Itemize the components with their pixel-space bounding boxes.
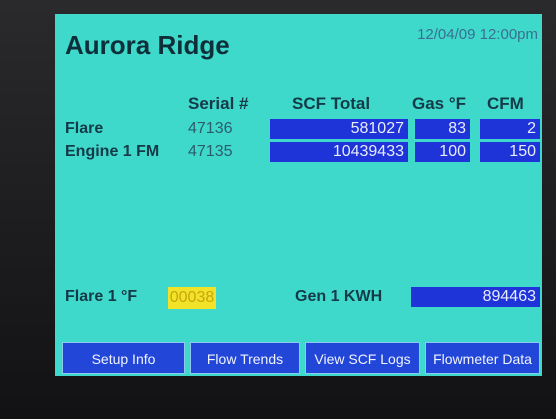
nav-button[interactable]: Flowmeter Data (425, 342, 540, 374)
page: Aurora Ridge 12/04/09 12:00pm Serial # S… (0, 0, 556, 419)
serial: 47135 (188, 143, 233, 161)
scf-total: 581027 (270, 119, 408, 139)
datetime: 12/04/09 12:00pm (417, 26, 538, 43)
nav-button[interactable]: View SCF Logs (305, 342, 420, 374)
flare-value: 00038 (168, 287, 216, 309)
row-label: Engine 1 FM (65, 143, 159, 161)
row-label: Flare (65, 120, 103, 138)
screen: Aurora Ridge 12/04/09 12:00pm Serial # S… (55, 14, 542, 376)
scf-total: 10439433 (270, 142, 408, 162)
gas-temp: 83 (415, 119, 470, 139)
gen-value: 894463 (411, 287, 540, 307)
flare-label: Flare 1 °F (65, 288, 137, 306)
gas-temp: 100 (415, 142, 470, 162)
column-header: CFM (487, 94, 524, 114)
title: Aurora Ridge (65, 30, 230, 61)
nav-button[interactable]: Flow Trends (190, 342, 300, 374)
column-header: Serial # (188, 94, 249, 114)
nav-button[interactable]: Setup Info (62, 342, 185, 374)
cfm: 150 (480, 142, 540, 162)
gen-label: Gen 1 KWH (295, 288, 382, 306)
serial: 47136 (188, 120, 233, 138)
cfm: 2 (480, 119, 540, 139)
column-header: Gas °F (412, 94, 466, 114)
column-header: SCF Total (292, 94, 370, 114)
